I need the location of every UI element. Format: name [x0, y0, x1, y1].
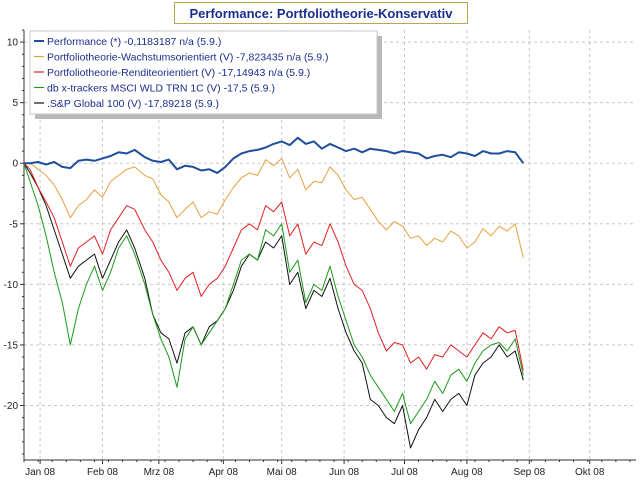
- series-line-1: [24, 136, 525, 174]
- y-tick-label: 10: [7, 38, 19, 49]
- y-tick-label: -20: [4, 401, 19, 412]
- x-tick-label: Jan 08: [25, 467, 55, 478]
- series-lines: [23, 136, 525, 449]
- x-tick-label: Jun 08: [329, 467, 359, 478]
- series-line-2: [24, 157, 524, 258]
- x-tick-label: Mai 08: [267, 467, 297, 478]
- x-tick-label: Okt 08: [575, 467, 605, 478]
- legend-entry-1: Performance (*) -0,1183187 n/a (5.9.): [47, 36, 221, 48]
- x-tick-label: Sep 08: [513, 467, 545, 478]
- axis-ticks: 10 5 0 -5 -10 -15 -20 Jan 08 Feb 08 Mrz 08 Apr 08 M…: [4, 29, 631, 478]
- legend-box: [29, 30, 378, 115]
- x-tick-label: Apr 08: [209, 467, 239, 478]
- y-tick-label: -5: [9, 219, 18, 230]
- y-tick-label: -15: [4, 340, 19, 351]
- series-line-4: [23, 163, 524, 425]
- x-tick-label: Jul 08: [391, 467, 418, 478]
- y-tick-label: -10: [4, 280, 19, 291]
- x-tick-label: Feb 08: [87, 467, 119, 478]
- y-tick-label: 5: [12, 98, 18, 109]
- x-tick-label: Mrz 08: [144, 467, 175, 478]
- series-line-3: [23, 162, 524, 371]
- y-tick-label: 0: [12, 159, 18, 170]
- legend: Performance (*) -0,1183187 n/a (5.9.) Por…: [29, 30, 382, 119]
- legend-entry-4: db x-trackers MSCI WLD TRN 1C (V) -17,5 …: [47, 82, 275, 94]
- series-line-5: [23, 162, 524, 449]
- legend-entry-5: .S&P Global 100 (V) -17,89218 (5.9.): [47, 98, 219, 110]
- legend-entry-3: Portfoliotheorie-Renditeorientiert (V) -…: [47, 67, 310, 79]
- x-tick-label: Aug 08: [451, 467, 483, 478]
- chart-title: Performance: Portfoliotheorie-Konservati…: [174, 2, 468, 24]
- legend-entry-2: Portfoliotheorie-Wachstumsorientiert (V)…: [47, 51, 329, 63]
